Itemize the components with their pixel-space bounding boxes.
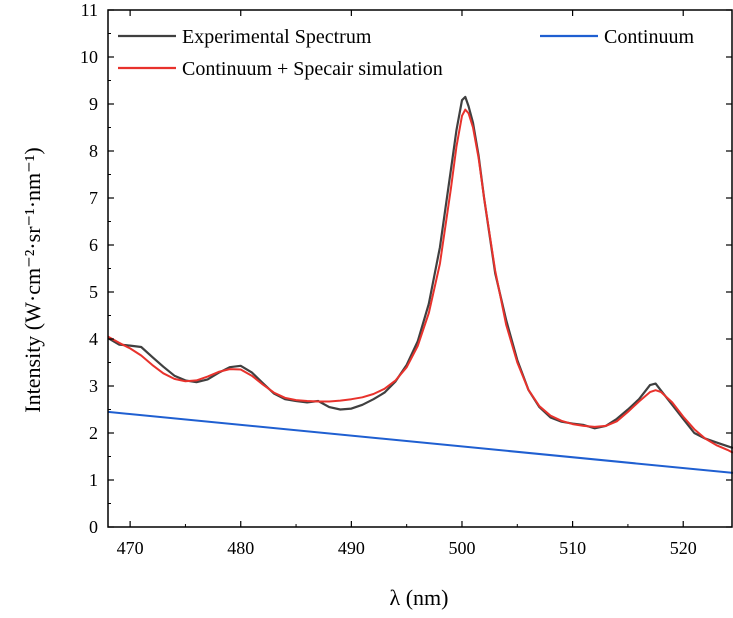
series-line-3 bbox=[107, 410, 733, 474]
y-tick-label: 2 bbox=[89, 423, 98, 443]
y-axis-title: Intensity (W·cm⁻²·sr⁻¹·nm⁻¹) bbox=[20, 147, 45, 412]
series-line-2 bbox=[107, 108, 733, 454]
y-tick-label: 0 bbox=[89, 517, 98, 537]
x-tick-label: 490 bbox=[338, 538, 365, 558]
x-tick-label: 470 bbox=[117, 538, 144, 558]
x-axis-ticks: 470 480 490 500 510 520 bbox=[117, 10, 697, 558]
x-tick-label: 510 bbox=[559, 538, 586, 558]
y-tick-label: 8 bbox=[89, 141, 98, 161]
legend-label-2: Continuum + Specair simulation bbox=[182, 58, 443, 80]
x-tick-label: 520 bbox=[670, 538, 697, 558]
x-tick-label: 480 bbox=[227, 538, 254, 558]
y-tick-label: 11 bbox=[81, 0, 98, 20]
x-tick-label: 500 bbox=[448, 538, 475, 558]
series-line-1 bbox=[107, 95, 733, 450]
plot-frame bbox=[107, 9, 733, 528]
legend: Experimental Spectrum Continuum Continuum … bbox=[118, 26, 694, 80]
y-tick-label: 6 bbox=[89, 235, 98, 255]
y-tick-label: 7 bbox=[89, 188, 98, 208]
y-tick-label: 10 bbox=[80, 47, 98, 67]
y-tick-label: 5 bbox=[89, 282, 98, 302]
legend-label-3: Continuum bbox=[604, 26, 694, 48]
x-axis-title: λ (nm) bbox=[390, 585, 449, 610]
y-tick-label: 4 bbox=[89, 329, 98, 349]
plot-area bbox=[107, 9, 733, 528]
legend-label-1: Experimental Spectrum bbox=[182, 26, 372, 48]
y-axis-ticks: 0 1 2 3 4 5 6 7 8 9 10 11 bbox=[80, 0, 732, 537]
y-tick-label: 3 bbox=[89, 376, 98, 396]
y-tick-label: 1 bbox=[89, 470, 98, 490]
y-tick-label: 9 bbox=[89, 94, 98, 114]
